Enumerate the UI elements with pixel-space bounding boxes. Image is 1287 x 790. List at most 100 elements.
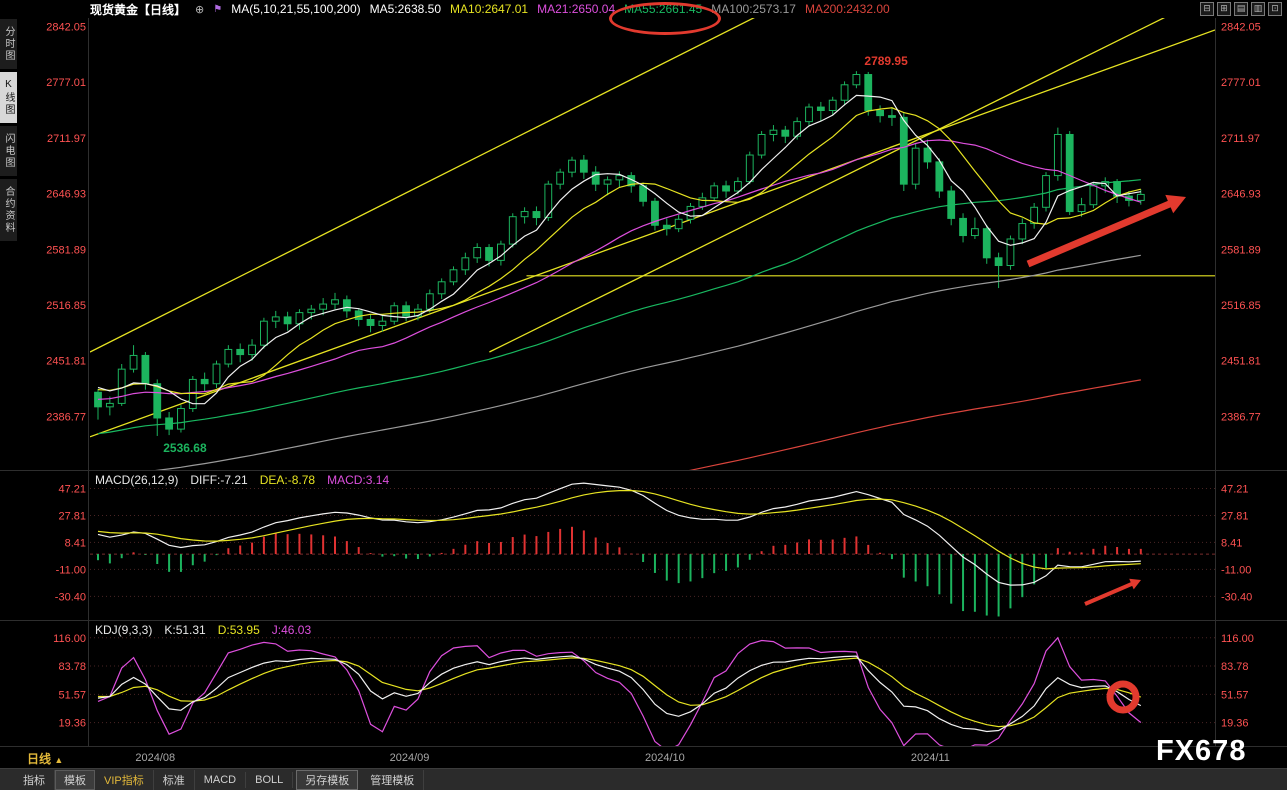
svg-text:2646.93: 2646.93	[1221, 189, 1261, 201]
svg-text:83.78: 83.78	[58, 661, 86, 673]
split-view-icon[interactable]: ⊟	[1200, 2, 1214, 16]
kdj-highlight-ring	[1106, 680, 1140, 714]
ma-value-ma100: MA100:2573.17	[711, 2, 796, 16]
ma-value-ma5: MA5:2638.50	[369, 2, 442, 16]
macd-diff-line	[97, 482, 1141, 586]
symbol-title: 现货黄金【日线】	[90, 2, 187, 17]
svg-text:116.00: 116.00	[1221, 633, 1254, 645]
svg-text:-30.40: -30.40	[1221, 591, 1252, 603]
fullscreen-icon[interactable]: ⊡	[1268, 2, 1282, 16]
svg-text:2581.89: 2581.89	[46, 244, 86, 256]
svg-text:47.21: 47.21	[58, 483, 86, 495]
svg-text:2024/09: 2024/09	[390, 752, 430, 764]
ma-flag-icon: ⚑	[213, 3, 223, 15]
macd-params: MACD(26,12,9)	[95, 473, 179, 487]
svg-text:-11.00: -11.00	[56, 564, 86, 576]
price-axis-labels: 2842.05 2842.05 2777.01 2777.01 2711.97 2711.…	[46, 22, 1261, 424]
trend-annotation-arrow-head	[1165, 194, 1186, 214]
svg-text:2581.89: 2581.89	[1221, 244, 1261, 256]
kdj-j-line	[97, 636, 1142, 746]
svg-text:27.81: 27.81	[1221, 510, 1249, 522]
svg-text:2386.77: 2386.77	[1221, 411, 1261, 423]
tab-lightning-chart[interactable]: 闪电图	[0, 126, 17, 176]
watermark: FX678	[1156, 735, 1247, 767]
boll-button[interactable]: BOLL	[246, 771, 294, 788]
svg-text:2024/10: 2024/10	[645, 752, 685, 764]
chart-header: 现货黄金【日线】 ⊕ ⚑ MA(5,10,21,55,100,200) MA5:…	[0, 0, 1287, 18]
ma100-line	[155, 254, 1141, 470]
svg-text:2777.01: 2777.01	[1221, 77, 1261, 89]
tab-time-chart[interactable]: 分时图	[0, 19, 17, 69]
ma-value-ma10: MA10:2647.01	[450, 2, 529, 16]
svg-text:51.57: 51.57	[58, 689, 86, 701]
macd-dea-value: DEA:-8.78	[259, 473, 316, 487]
ma200-line	[688, 379, 1141, 470]
indicators-button[interactable]: 指标	[14, 769, 55, 790]
svg-text:19.36: 19.36	[1221, 718, 1249, 730]
macd-diff-value: DIFF:-7.21	[190, 473, 248, 487]
macd-bar-value: MACD:3.14	[327, 473, 390, 487]
standard-button[interactable]: 标准	[154, 769, 195, 790]
svg-text:2451.81: 2451.81	[1221, 356, 1261, 368]
ma55-line	[97, 179, 1141, 435]
svg-text:2386.77: 2386.77	[46, 411, 86, 423]
ma-value-ma200: MA200:2432.00	[804, 2, 890, 16]
svg-text:2024/08: 2024/08	[135, 752, 175, 764]
svg-text:2451.81: 2451.81	[46, 356, 86, 368]
macd-annotation-arrow	[1084, 580, 1137, 606]
window-layout-icons: ⊟ ⊞ ▤ ▥ ⊡	[1200, 2, 1282, 16]
ma-values: MA5:2638.50 MA10:2647.01 MA21:2650.04 MA55:…	[370, 2, 890, 16]
bottom-toolbar: 指标 模板 VIP指标 标准 MACD BOLL 另存模板 管理模板	[0, 768, 1287, 790]
peak-price-label: 2789.95	[864, 54, 908, 68]
trend-annotation-arrow	[1026, 198, 1178, 268]
svg-text:-30.40: -30.40	[55, 591, 86, 603]
period-selector[interactable]: 日线 ▲	[27, 750, 63, 767]
manage-template-button[interactable]: 管理模板	[361, 769, 425, 790]
svg-text:-11.00: -11.00	[1221, 564, 1251, 576]
svg-text:8.41: 8.41	[65, 537, 86, 549]
svg-text:27.81: 27.81	[58, 510, 86, 522]
svg-text:2646.93: 2646.93	[46, 189, 86, 201]
settings-icon[interactable]: ⊕	[195, 3, 205, 16]
columns-layout-icon[interactable]: ▥	[1251, 2, 1265, 16]
save-template-button[interactable]: 另存模板	[296, 769, 359, 790]
svg-text:2842.05: 2842.05	[46, 22, 86, 34]
tab-kline-chart[interactable]: K线图	[0, 72, 17, 123]
macd-panel-header: MACD(26,12,9) DIFF:-7.21 DEA:-8.78 MACD:…	[95, 473, 389, 487]
svg-text:8.41: 8.41	[1221, 537, 1242, 549]
svg-text:116.00: 116.00	[53, 633, 86, 645]
candlestick-series	[94, 71, 1145, 436]
macd-button[interactable]: MACD	[195, 771, 247, 788]
vip-indicators-button[interactable]: VIP指标	[95, 769, 154, 790]
kdj-d-line	[98, 657, 1142, 728]
svg-text:19.36: 19.36	[58, 718, 86, 730]
kdj-params: KDJ(9,3,3)	[95, 623, 153, 637]
svg-text:2711.97: 2711.97	[47, 133, 86, 145]
macd-histogram	[97, 526, 1142, 617]
svg-text:83.78: 83.78	[1221, 661, 1249, 673]
ma10-line	[97, 107, 1141, 395]
svg-text:2516.85: 2516.85	[46, 300, 86, 312]
rows-layout-icon[interactable]: ▤	[1234, 2, 1248, 16]
chevron-up-icon: ▲	[54, 755, 64, 765]
svg-text:51.57: 51.57	[1221, 689, 1249, 701]
ma-value-ma55: MA55:2661.45	[624, 2, 703, 16]
template-button[interactable]: 模板	[55, 769, 95, 790]
svg-text:2711.97: 2711.97	[1221, 133, 1260, 145]
svg-text:2777.01: 2777.01	[46, 77, 86, 89]
ma-value-ma21: MA21:2650.04	[537, 2, 616, 16]
trough-price-label: 2536.68	[163, 441, 207, 455]
period-label: 日线	[27, 752, 52, 766]
svg-text:47.21: 47.21	[1221, 483, 1249, 495]
kdj-k-value: K:51.31	[164, 623, 206, 637]
ma-group-label: MA(5,10,21,55,100,200)	[231, 2, 361, 16]
grid-view-icon[interactable]: ⊞	[1217, 2, 1231, 16]
kdj-j-value: J:46.03	[271, 623, 312, 637]
ma5-line	[97, 94, 1141, 405]
kdj-d-value: D:53.95	[217, 623, 260, 637]
ma21-line	[97, 139, 1141, 400]
tab-contract-info[interactable]: 合约资料	[0, 179, 17, 241]
time-axis-labels: 2024/08 2024/09 2024/10 2024/11	[135, 752, 949, 764]
svg-text:2516.85: 2516.85	[1221, 300, 1261, 312]
